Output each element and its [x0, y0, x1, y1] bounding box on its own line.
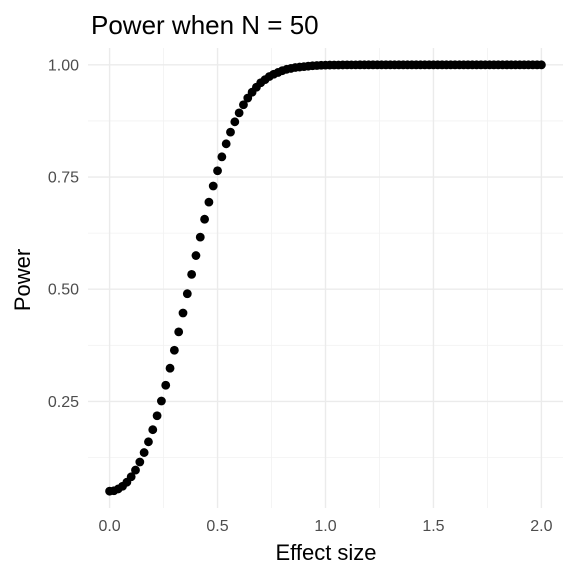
y-axis-title: Power: [10, 249, 35, 311]
data-point: [126, 472, 136, 482]
data-point: [135, 457, 145, 467]
data-point: [144, 437, 153, 447]
y-tick-label: 0.75: [48, 170, 79, 187]
data-point: [234, 108, 244, 118]
data-point: [208, 181, 218, 191]
data-point: [182, 289, 192, 299]
major-gridlines: [88, 48, 563, 508]
y-tick-label: 0.25: [48, 394, 79, 411]
data-point: [221, 139, 231, 149]
data-point: [161, 380, 171, 390]
data-point: [174, 327, 184, 337]
data-point: [152, 411, 162, 421]
data-point: [139, 448, 149, 457]
data-point: [200, 214, 209, 224]
data-point: [213, 166, 222, 176]
x-tick-label: 1.0: [314, 518, 336, 535]
data-point: [230, 117, 240, 127]
data-point: [217, 152, 227, 162]
y-axis-tick-labels: 0.25 0.50 0.75 1.00: [48, 57, 79, 411]
data-point: [204, 197, 214, 207]
x-tick-label: 1.5: [422, 518, 444, 535]
x-tick-label: 0.5: [206, 518, 228, 535]
x-axis-tick-labels: 0.0 0.5 1.0 1.5 2.0: [98, 518, 552, 535]
data-point: [178, 308, 188, 318]
data-points: [105, 60, 546, 496]
data-point: [195, 232, 205, 242]
data-point: [131, 465, 140, 475]
data-point: [537, 60, 546, 70]
data-point: [187, 270, 197, 279]
x-tick-label: 2.0: [530, 518, 552, 535]
chart-title: Power when N = 50: [91, 10, 319, 40]
data-point: [191, 251, 201, 260]
y-tick-label: 1.00: [48, 57, 79, 74]
data-point: [226, 127, 235, 137]
x-tick-label: 0.0: [98, 518, 120, 535]
data-point: [148, 425, 158, 435]
data-point: [157, 396, 166, 406]
data-point: [165, 363, 175, 373]
data-point: [239, 100, 248, 110]
y-tick-label: 0.50: [48, 282, 79, 299]
data-point: [169, 345, 179, 355]
x-axis-title: Effect size: [275, 540, 376, 565]
